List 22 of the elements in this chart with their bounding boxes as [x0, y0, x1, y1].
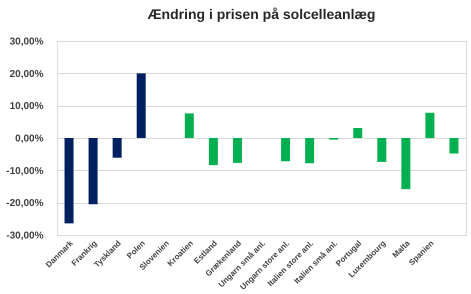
- bar: [112, 138, 122, 158]
- y-tick-label: 20,00%: [10, 68, 44, 80]
- y-tick-label: -20,00%: [6, 198, 44, 210]
- bar: [64, 138, 74, 224]
- bar: [281, 138, 290, 162]
- y-tick-label: -10,00%: [6, 166, 44, 177]
- bar: [232, 138, 242, 163]
- bar: [401, 138, 410, 190]
- y-tick-label: 10,00%: [10, 101, 44, 112]
- bar: [208, 138, 218, 166]
- bar: [449, 138, 458, 154]
- y-tick-label: 0,00%: [15, 134, 44, 144]
- y-tick-label: 30,00%: [10, 36, 44, 48]
- bar: [305, 138, 314, 164]
- bar: [184, 113, 194, 138]
- bar: [425, 112, 434, 138]
- y-tick-label: -30,00%: [6, 230, 44, 242]
- bar: [88, 138, 98, 204]
- bar: [353, 128, 362, 138]
- bar: [377, 138, 386, 162]
- chart-title: Ændring i prisen på solcelleanlæg: [148, 6, 376, 22]
- bar: [136, 73, 146, 138]
